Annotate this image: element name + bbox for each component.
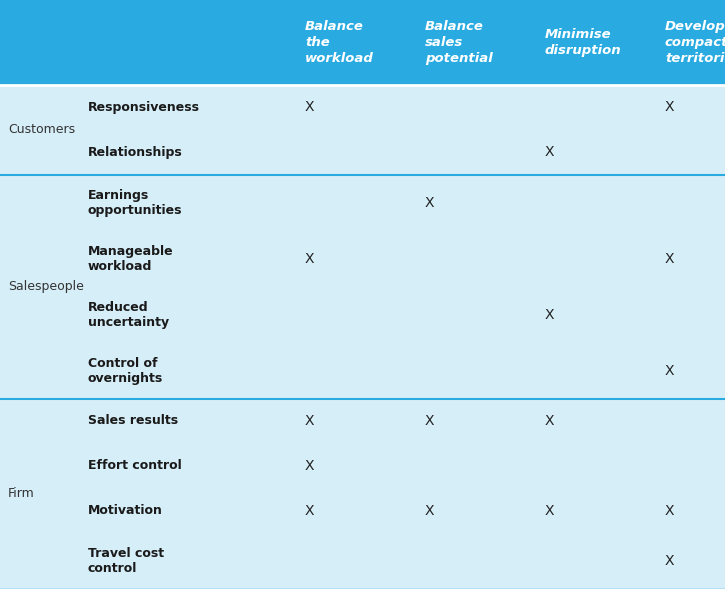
Text: X: X bbox=[665, 100, 674, 114]
Text: X: X bbox=[665, 554, 674, 568]
Text: Relationships: Relationships bbox=[88, 145, 183, 158]
Text: Customers: Customers bbox=[8, 123, 75, 136]
Text: X: X bbox=[665, 504, 674, 518]
Bar bbox=[0, 287, 725, 343]
Bar bbox=[0, 533, 725, 589]
Text: Travel cost
control: Travel cost control bbox=[88, 547, 164, 575]
Text: X: X bbox=[305, 252, 315, 266]
Text: X: X bbox=[305, 459, 315, 473]
Bar bbox=[0, 231, 725, 287]
Text: X: X bbox=[425, 414, 434, 428]
Text: Manageable
workload: Manageable workload bbox=[88, 244, 173, 273]
Text: X: X bbox=[545, 504, 555, 518]
Bar bbox=[0, 399, 725, 444]
Bar bbox=[0, 130, 725, 174]
Text: Balance
the
workload: Balance the workload bbox=[305, 20, 374, 65]
Text: Effort control: Effort control bbox=[88, 459, 182, 472]
Text: Firm: Firm bbox=[8, 487, 35, 500]
Text: X: X bbox=[425, 504, 434, 518]
Text: X: X bbox=[305, 414, 315, 428]
Text: Minimise
disruption: Minimise disruption bbox=[545, 28, 621, 57]
Text: X: X bbox=[665, 252, 674, 266]
Text: X: X bbox=[545, 414, 555, 428]
Bar bbox=[0, 0, 725, 85]
Text: Earnings
opportunities: Earnings opportunities bbox=[88, 188, 183, 217]
Text: X: X bbox=[305, 504, 315, 518]
Text: Balance
sales
potential: Balance sales potential bbox=[425, 20, 493, 65]
Bar bbox=[0, 174, 725, 231]
Text: Sales results: Sales results bbox=[88, 415, 178, 428]
Text: Control of
overnights: Control of overnights bbox=[88, 356, 163, 385]
Text: Motivation: Motivation bbox=[88, 504, 163, 517]
Text: X: X bbox=[425, 196, 434, 210]
Text: Develop
compact
territories: Develop compact territories bbox=[665, 20, 725, 65]
Bar bbox=[0, 444, 725, 488]
Text: X: X bbox=[305, 100, 315, 114]
Text: Responsiveness: Responsiveness bbox=[88, 101, 200, 114]
Bar bbox=[0, 343, 725, 399]
Text: Reduced
uncertainty: Reduced uncertainty bbox=[88, 300, 169, 329]
Bar bbox=[0, 488, 725, 533]
Text: X: X bbox=[545, 307, 555, 322]
Text: X: X bbox=[665, 363, 674, 378]
Text: X: X bbox=[545, 145, 555, 159]
Bar bbox=[0, 85, 725, 130]
Text: Salespeople: Salespeople bbox=[8, 280, 84, 293]
